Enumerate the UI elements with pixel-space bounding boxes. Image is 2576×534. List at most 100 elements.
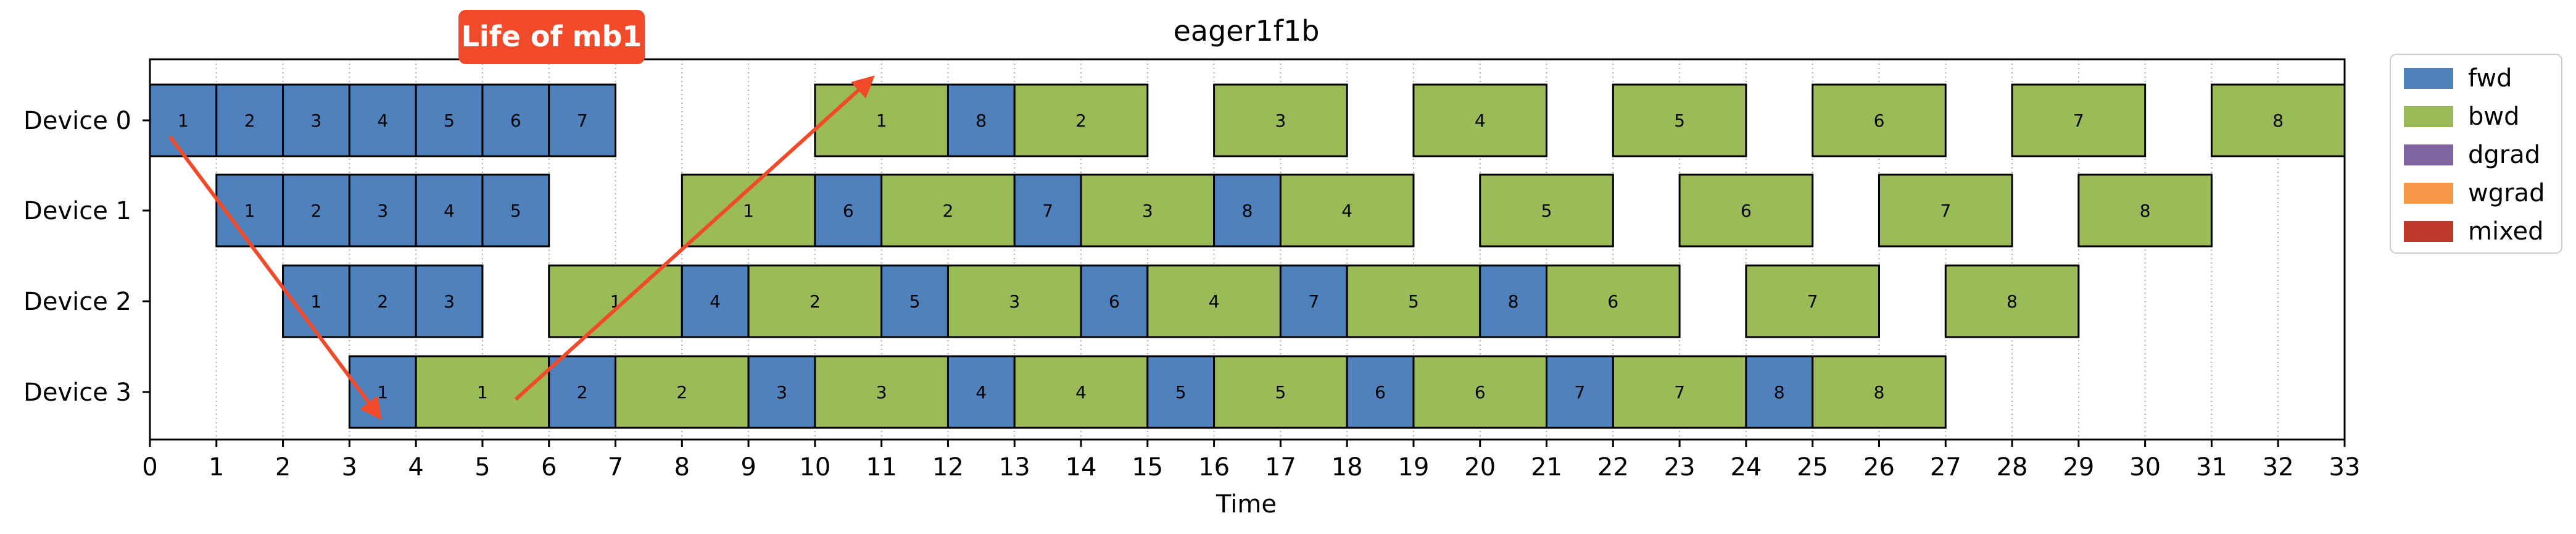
- x-tick-label: 3: [342, 453, 357, 482]
- x-tick-label: 16: [1198, 453, 1230, 482]
- bar-label: 6: [1475, 382, 1486, 403]
- x-tick-label: 27: [1930, 453, 1961, 482]
- bar-label: 2: [244, 111, 255, 131]
- bwd-bar: [1213, 83, 1348, 157]
- bwd-bar: [548, 264, 683, 338]
- x-tick-label: 17: [1265, 453, 1296, 482]
- bar-label: 1: [743, 201, 754, 221]
- bwd-bar: [1412, 83, 1548, 157]
- bar-label: 1: [178, 111, 189, 131]
- legend-label-fwd: fwd: [2468, 64, 2512, 93]
- bar-label: 3: [1275, 111, 1286, 131]
- bwd-bar: [747, 264, 883, 338]
- legend-label-dgrad: dgrad: [2468, 141, 2540, 169]
- annotation-text: Life of mb1: [462, 20, 642, 53]
- fwd-bar: [681, 264, 750, 338]
- bar-label: 4: [1209, 291, 1220, 312]
- bar-label: 2: [377, 291, 388, 312]
- x-tick-label: 12: [932, 453, 964, 482]
- bwd-bar: [1878, 173, 2013, 248]
- fwd-bar: [215, 83, 284, 157]
- fwd-bar: [415, 173, 484, 248]
- plot-frame: [149, 58, 2346, 441]
- bwd-bar: [1745, 264, 1880, 338]
- fwd-bar: [348, 83, 417, 157]
- bar-label: 7: [2073, 111, 2084, 131]
- x-tick-label: 30: [2129, 453, 2161, 482]
- plot-area: 1 2 3 4 5 6 7 1 8 2 3 4 5 6 7 81 2 3 4 5 1 6 2 7 3 8 4 5 6 7 81 2 3 1 4 2 5 3…: [23, 58, 2360, 482]
- bar-label: 7: [1042, 201, 1053, 221]
- bar-label: 8: [1874, 382, 1885, 403]
- bwd-bar: [1479, 173, 1614, 248]
- bar-label: 7: [1940, 201, 1951, 221]
- fwd-bar: [1213, 173, 1282, 248]
- bwd-bar: [615, 355, 750, 429]
- x-tick-label: 18: [1331, 453, 1363, 482]
- bar-label: 1: [876, 111, 887, 131]
- x-axis-label: Time: [1216, 490, 1277, 519]
- x-tick-label: 9: [740, 453, 756, 482]
- fwd-bar: [747, 355, 816, 429]
- bar-label: 1: [244, 201, 255, 221]
- bar-label: 4: [975, 382, 987, 403]
- fwd-bar: [348, 264, 417, 338]
- bar-label: 3: [377, 201, 388, 221]
- x-tick-label: 24: [1730, 453, 1762, 482]
- bar-label: 6: [1607, 291, 1618, 312]
- bar-label: 2: [1075, 111, 1087, 131]
- bar-label: 2: [311, 201, 322, 221]
- fwd-bar: [548, 355, 617, 429]
- bwd-bar: [1213, 355, 1348, 429]
- fwd-bar: [282, 173, 350, 248]
- bar-label: 2: [810, 291, 821, 312]
- fwd-bar: [1346, 355, 1415, 429]
- bwd-bar: [681, 173, 816, 248]
- legend-label-mixed: mixed: [2468, 217, 2544, 246]
- bwd-bar: [2077, 173, 2213, 248]
- bar-label: 6: [1741, 201, 1752, 221]
- bwd-bar: [415, 355, 550, 429]
- fwd-bar: [946, 355, 1016, 429]
- legend-label-bwd: bwd: [2468, 102, 2520, 131]
- bar-label: 3: [876, 382, 887, 403]
- y-tick-label: Device 1: [23, 197, 131, 225]
- bar-label: 8: [1774, 382, 1785, 403]
- annotation: Life of mb1: [168, 10, 875, 420]
- legend-swatch-dgrad: [2404, 144, 2453, 165]
- legend-label-wgrad: wgrad: [2468, 179, 2545, 207]
- bar-label: 6: [1109, 291, 1120, 312]
- x-tick-label: 6: [541, 453, 557, 482]
- bar-label: 8: [975, 111, 987, 131]
- x-tick-label: 32: [2263, 453, 2294, 482]
- mb1-arrow-1: [168, 135, 383, 420]
- x-tick-label: 15: [1132, 453, 1163, 482]
- x-tick-label: 31: [2196, 453, 2227, 482]
- bar-label: 7: [1674, 382, 1685, 403]
- chart-title: eager1f1b: [1174, 14, 1320, 48]
- bar-label: 7: [1308, 291, 1319, 312]
- x-tick-label: 21: [1531, 453, 1562, 482]
- legend: fwd bwd dgrad wgrad mixed: [2390, 54, 2562, 254]
- bar-label: 4: [1341, 201, 1352, 221]
- bwd-bar: [1612, 83, 1747, 157]
- bwd-bar: [880, 173, 1016, 248]
- bar-label: 8: [2272, 111, 2284, 131]
- bar-label: 5: [1408, 291, 1419, 312]
- mb1-arrow-2: [514, 75, 875, 401]
- bar-label: 5: [510, 201, 521, 221]
- bar-label: 6: [1874, 111, 1885, 131]
- y-tick-label: Device 3: [23, 378, 131, 407]
- x-tick-label: 7: [608, 453, 623, 482]
- fwd-bar: [1745, 355, 1814, 429]
- bar-label: 3: [1009, 291, 1020, 312]
- x-tick-label: 0: [142, 453, 157, 482]
- fwd-bar: [548, 83, 617, 157]
- fwd-bar: [1146, 355, 1216, 429]
- bar-label: 3: [311, 111, 322, 131]
- bwd-bar: [2210, 83, 2346, 157]
- x-tick-label: 29: [2063, 453, 2094, 482]
- x-tick-label: 13: [999, 453, 1030, 482]
- fwd-bar: [481, 173, 550, 248]
- bwd-bar: [1412, 355, 1548, 429]
